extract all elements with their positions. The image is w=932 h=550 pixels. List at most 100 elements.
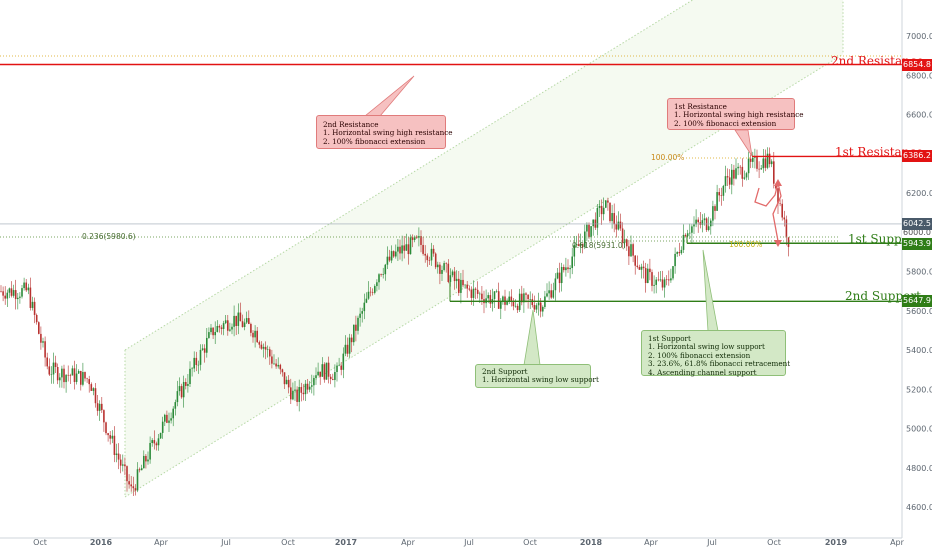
candle-body — [548, 290, 550, 294]
x-tick-label: Apr — [890, 538, 905, 547]
candle-body — [174, 402, 177, 409]
candle-body — [445, 263, 447, 264]
note-1st-resistance: 1st Resistance 1. Horizontal swing high … — [667, 98, 804, 130]
candle-body — [48, 366, 51, 375]
label-1st-support: 1st Support — [848, 232, 920, 246]
candle-body — [493, 291, 496, 299]
candle-body — [785, 219, 788, 238]
candle-body — [65, 374, 67, 383]
candle-body — [510, 296, 513, 301]
candle-body — [302, 392, 305, 395]
candle-body — [149, 442, 151, 460]
candle-body — [468, 288, 471, 290]
candle-body — [598, 205, 601, 208]
candle-body — [569, 267, 571, 270]
candle-body — [739, 166, 741, 168]
candle-body — [632, 244, 634, 256]
candle-body — [432, 248, 435, 254]
candle-body — [565, 267, 567, 271]
note-line: 2. 100% fibonacci extension — [648, 350, 751, 360]
candle-body — [527, 294, 529, 300]
candle-body — [699, 222, 702, 225]
candle-body — [29, 287, 32, 308]
x-tick-label: Apr — [154, 538, 169, 547]
candle-body — [33, 301, 36, 315]
candle-body — [403, 245, 405, 251]
candle-body — [271, 356, 273, 364]
candle-body — [764, 158, 767, 168]
candle-body — [657, 279, 660, 281]
candle-body — [195, 357, 198, 366]
candle-body — [680, 249, 683, 254]
candle-body — [59, 377, 61, 381]
pointer-1st-support — [702, 249, 719, 332]
candle-body — [760, 168, 762, 170]
candle-body — [143, 455, 145, 469]
candle-body — [395, 251, 397, 257]
candle-body — [720, 195, 723, 196]
fib-label-0236: 0.236(5980.6) — [82, 232, 136, 241]
candle-body — [376, 282, 378, 287]
candle-body — [783, 217, 786, 220]
candle-body — [476, 289, 479, 294]
candle-body — [691, 226, 693, 233]
candle-body — [390, 251, 393, 261]
candle-body — [745, 173, 748, 178]
candle-body — [464, 284, 466, 286]
candle-body — [437, 264, 439, 268]
candle-body — [147, 459, 149, 462]
candle-body — [122, 464, 124, 466]
note-line: 1. Horizontal swing high resistance — [323, 128, 453, 138]
candle-body — [243, 322, 246, 327]
candle-body — [264, 346, 267, 350]
candle-body — [216, 326, 219, 332]
candle-body — [642, 266, 645, 269]
candle-body — [296, 389, 298, 402]
candle-body — [737, 166, 739, 169]
candle-body — [245, 318, 248, 323]
candle-body — [334, 372, 336, 380]
candle-body — [262, 346, 265, 349]
candle-body — [479, 293, 481, 295]
candle-body — [73, 368, 76, 382]
candle-body — [191, 368, 193, 370]
note-line: 1. Horizontal swing low support — [648, 342, 765, 352]
candle-body — [686, 233, 689, 237]
candle-body — [529, 299, 531, 300]
candle-body — [124, 464, 126, 467]
candle-body — [647, 268, 649, 283]
candle-body — [607, 200, 609, 203]
candle-body — [500, 301, 502, 309]
candle-body — [447, 263, 450, 282]
candle-body — [567, 267, 569, 270]
candle-body — [71, 368, 74, 376]
candle-body — [426, 255, 429, 261]
candle-body — [722, 185, 725, 196]
candle-body — [279, 364, 282, 370]
candle-body — [214, 331, 216, 336]
candle-body — [241, 321, 244, 327]
candle-body — [206, 337, 208, 353]
candle-body — [747, 158, 750, 174]
candle-body — [399, 246, 401, 254]
candle-body — [290, 387, 292, 400]
candle-body — [38, 322, 40, 334]
candle-body — [35, 314, 38, 323]
candle-body — [269, 349, 271, 357]
candle-body — [4, 295, 6, 299]
candle-body — [430, 248, 433, 261]
candle-body — [80, 371, 82, 385]
candle-body — [323, 364, 326, 380]
candle-body — [256, 330, 258, 343]
candle-body — [306, 383, 309, 390]
note-title: 1st Support — [648, 334, 691, 343]
candle-body — [651, 272, 653, 286]
fib-label-100-upper: 100.00% — [651, 153, 685, 162]
candle-body — [621, 228, 624, 243]
candle-body — [449, 275, 452, 282]
candle-body — [42, 341, 44, 343]
channel-lower-line — [124, 53, 844, 498]
candle-body — [56, 367, 59, 381]
candle-body — [82, 372, 84, 385]
